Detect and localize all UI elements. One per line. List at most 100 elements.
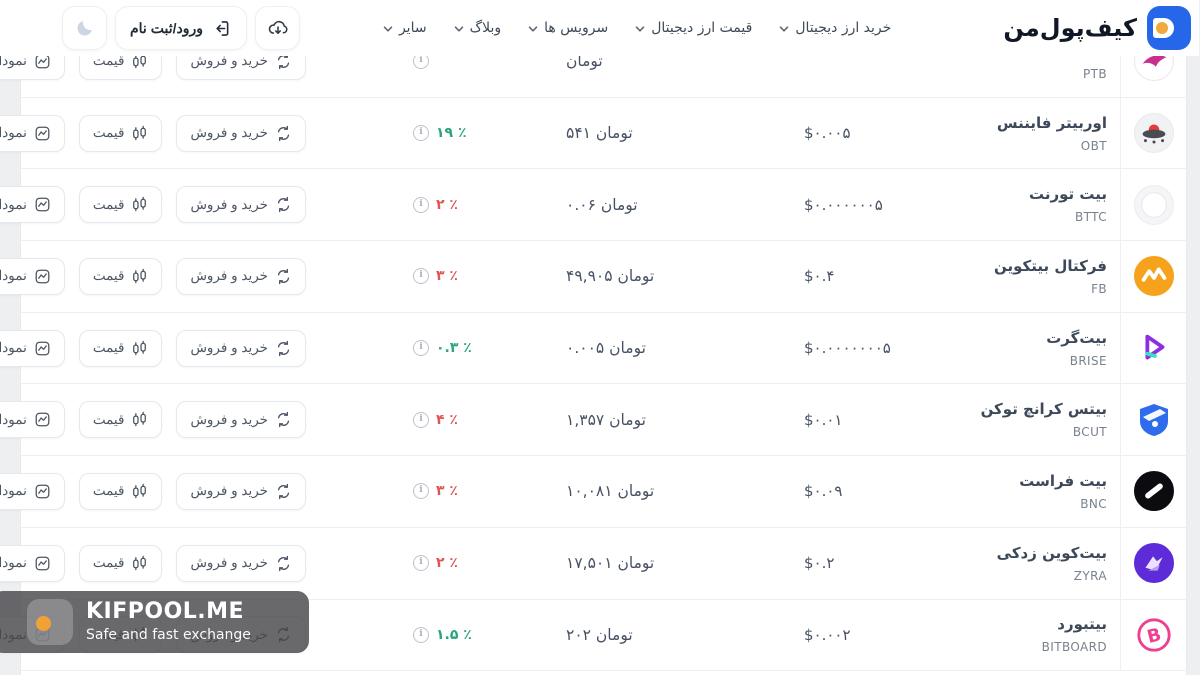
coin-name-cell: اوربیتر فایننس OBT: [931, 114, 1121, 153]
price-button[interactable]: قیمت: [79, 472, 164, 510]
theme-toggle-button[interactable]: [63, 6, 108, 50]
coin-symbol: ZYRA: [1074, 568, 1108, 583]
coin-row-BCUT[interactable]: بیتس کرانچ توکن BCUT $۰.۰۱ ۱,۳۵۷ تومان i…: [0, 384, 1187, 457]
login-register-button[interactable]: ورود/ثبت نام: [116, 6, 248, 50]
row-actions: خرید و فروش قیمت نمودار: [0, 186, 389, 224]
change-percent: ۳ ٪: [437, 483, 459, 500]
chart-icon: [36, 126, 51, 140]
candles-icon: [134, 483, 148, 499]
buy-sell-button[interactable]: خرید و فروش: [177, 544, 307, 582]
toman-price: ۲۰۲ تومان: [541, 626, 781, 644]
chart-icon: [36, 341, 51, 356]
coin-row-BRISE[interactable]: بیت‌گرت BRISE $۰.۰۰۰۰۰۰۰۵ ۰.۰۰۵ تومان i …: [0, 312, 1187, 385]
watermark-title: KIFPOOL.ME: [87, 598, 246, 624]
toman-unit: تومان: [596, 625, 634, 644]
nav-item-0[interactable]: خرید ارز دیجیتال: [780, 20, 892, 36]
price-button[interactable]: قیمت: [79, 114, 164, 152]
toman-unit: تومان: [618, 482, 656, 501]
login-icon: [217, 20, 230, 36]
price-label: قیمت: [93, 53, 126, 69]
nav-item-label: سایر: [399, 20, 428, 36]
nav-item-2[interactable]: سرویس ها: [529, 20, 609, 36]
toman-price: ۰.۰۶ تومان: [541, 196, 781, 214]
toman-value: ۵۴۱: [567, 124, 592, 143]
svg-text:B: B: [1146, 624, 1164, 648]
info-icon[interactable]: i: [414, 125, 430, 142]
chart-button[interactable]: نمودار: [0, 257, 66, 295]
swap-icon: [278, 197, 291, 213]
price-button[interactable]: قیمت: [79, 544, 164, 582]
buy-sell-label: خرید و فروش: [191, 196, 269, 212]
change-percent: ۲ ٪: [437, 196, 459, 213]
toman-unit: تومان: [618, 267, 656, 286]
change-percent-cell: i ۰.۳ ٪: [389, 340, 541, 357]
chart-button[interactable]: نمودار: [0, 544, 66, 582]
header-controls: ورود/ثبت نام: [63, 6, 301, 50]
info-icon[interactable]: i: [414, 268, 430, 285]
chart-label: نمودار: [0, 196, 28, 212]
info-icon[interactable]: i: [414, 555, 430, 572]
chart-icon: [36, 197, 51, 212]
watermark-wallet-icon: [28, 599, 74, 645]
row-actions: خرید و فروش قیمت نمودار: [0, 401, 389, 439]
app-download-button[interactable]: [256, 6, 301, 50]
buy-sell-button[interactable]: خرید و فروش: [177, 114, 307, 152]
price-button[interactable]: قیمت: [79, 186, 164, 224]
info-icon[interactable]: i: [414, 483, 430, 500]
buy-sell-button[interactable]: خرید و فروش: [177, 472, 307, 510]
top-navbar: کیف‌پول‌من خرید ارز دیجیتال قیمت ارز دیج…: [0, 0, 1200, 56]
chevron-down-icon: [781, 26, 790, 32]
change-percent: ۰.۳ ٪: [437, 340, 473, 357]
coin-row-BTTC[interactable]: بیت تورنت BTTC $۰.۰۰۰۰۰۰۵ ۰.۰۶ تومان i ۲…: [0, 169, 1187, 242]
chart-button[interactable]: نمودار: [0, 114, 66, 152]
coin-icon: [1134, 184, 1175, 225]
change-percent-cell: i ۱۹ ٪: [389, 125, 541, 142]
buy-sell-button[interactable]: خرید و فروش: [177, 186, 307, 224]
price-button[interactable]: قیمت: [79, 257, 164, 295]
nav-item-4[interactable]: سایر: [384, 20, 428, 36]
candles-icon: [134, 196, 148, 212]
chart-label: نمودار: [0, 268, 28, 284]
watermark-coin-dot: [37, 616, 52, 631]
nav-item-label: خرید ارز دیجیتال: [796, 20, 893, 36]
usd-price: $۰.۰۰۵: [805, 124, 852, 143]
coin-name-cell: بیت فراست BNC: [931, 472, 1121, 511]
chart-button[interactable]: نمودار: [0, 401, 66, 439]
coin-name-cell: بیتبورد BITBOARD: [931, 615, 1121, 654]
coin-icon-cell: B: [1121, 599, 1187, 671]
row-actions: خرید و فروش قیمت نمودار: [0, 544, 389, 582]
buy-sell-label: خرید و فروش: [191, 411, 269, 427]
price-label: قیمت: [93, 340, 126, 356]
buy-sell-button[interactable]: خرید و فروش: [177, 257, 307, 295]
coin-name: فرکتال بیتکوین: [994, 256, 1108, 275]
info-icon[interactable]: i: [414, 340, 430, 357]
coin-row-ZYRA[interactable]: بیت‌کوین زدکی ZYRA $۰.۲ ۱۷,۵۰۱ تومان i ۲…: [0, 527, 1187, 600]
chart-button[interactable]: نمودار: [0, 472, 66, 510]
price-button[interactable]: قیمت: [79, 329, 164, 367]
info-icon[interactable]: i: [414, 196, 430, 213]
buy-sell-label: خرید و فروش: [191, 555, 269, 571]
price-button[interactable]: قیمت: [79, 401, 164, 439]
toman-price: تومان: [541, 52, 781, 70]
coin-symbol: BNC: [1081, 496, 1108, 511]
coin-name: بیتبورد: [1058, 615, 1108, 634]
coin-row-BNC[interactable]: بیت فراست BNC $۰.۰۹ ۱۰,۰۸۱ تومان i ۳ ٪ خ…: [0, 456, 1187, 528]
buy-sell-button[interactable]: خرید و فروش: [177, 401, 307, 439]
row-actions: خرید و فروش قیمت نمودار: [0, 114, 389, 152]
buy-sell-button[interactable]: خرید و فروش: [177, 329, 307, 367]
coin-name: بیت‌گرت: [1047, 328, 1108, 347]
coin-name: بیت‌کوین زدکی: [997, 543, 1108, 562]
chart-button[interactable]: نمودار: [0, 329, 66, 367]
chart-button[interactable]: نمودار: [0, 186, 66, 224]
kifpool-watermark: KIFPOOL.ME Safe and fast exchange: [0, 591, 310, 653]
main-nav: خرید ارز دیجیتال قیمت ارز دیجیتال سرویس …: [384, 20, 892, 36]
info-icon[interactable]: i: [414, 411, 430, 428]
usd-price: $۰.۰۰۲: [805, 625, 852, 644]
coin-row-OBT[interactable]: اوربیتر فایننس OBT $۰.۰۰۵ ۵۴۱ تومان i ۱۹…: [0, 97, 1187, 170]
brand-logo[interactable]: کیف‌پول‌من: [1004, 6, 1192, 50]
nav-item-3[interactable]: وبلاگ: [455, 20, 502, 36]
coin-row-FB[interactable]: فرکتال بیتکوین FB $۰.۴ ۴۹,۹۰۵ تومان i ۳ …: [0, 241, 1187, 313]
info-icon[interactable]: i: [414, 626, 430, 643]
nav-item-1[interactable]: قیمت ارز دیجیتال: [636, 20, 753, 36]
candles-icon: [134, 340, 148, 355]
